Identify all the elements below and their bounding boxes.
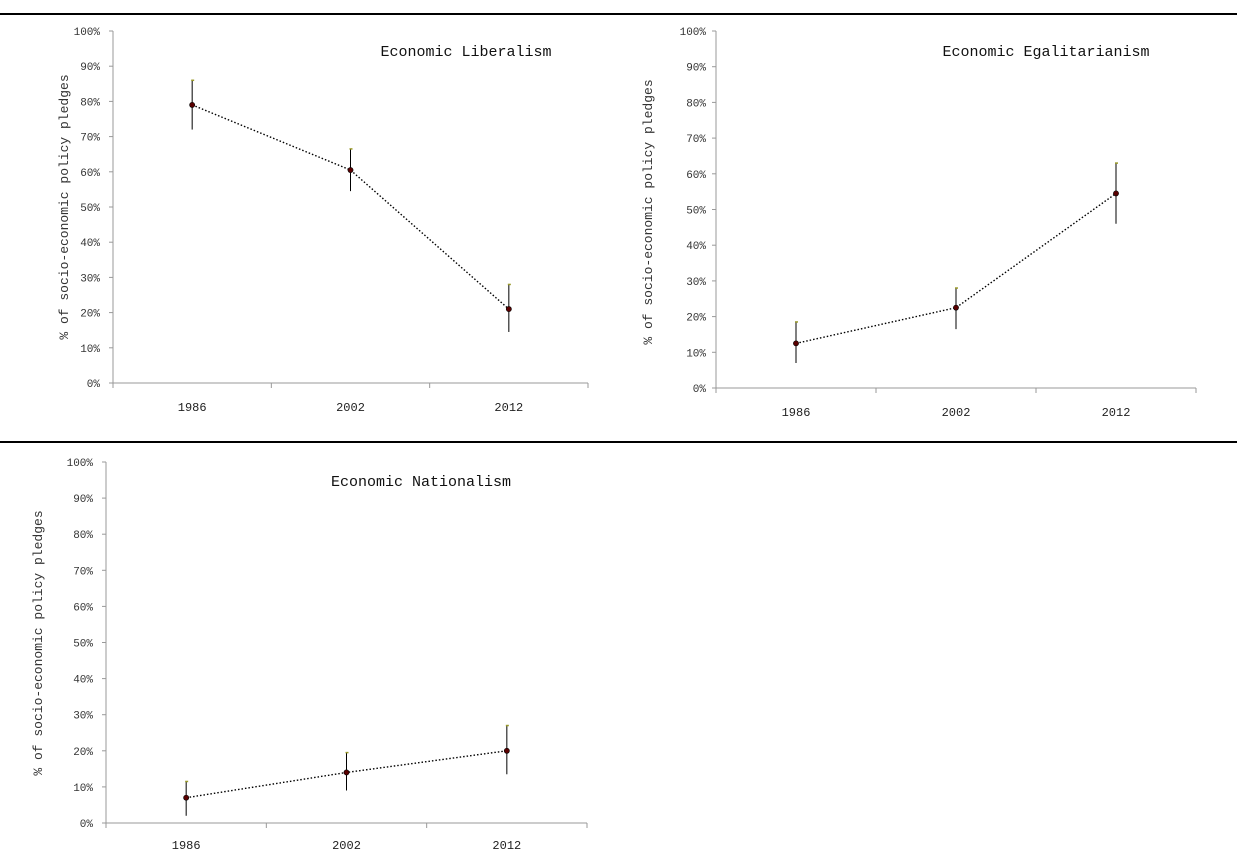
chart3-x-tick-label: 2012 [492, 839, 521, 853]
chart3-y-tick-label: 0% [80, 819, 94, 831]
chart3-y-tick-label: 10% [73, 783, 93, 795]
chart1-y-axis-title: % of socio-economic policy pledges [57, 74, 72, 339]
chart3-y-tick-label: 70% [73, 566, 93, 578]
chart1-y-tick-label: 20% [80, 309, 100, 321]
chart1-y-tick-label: 30% [80, 273, 100, 285]
chart1-y-tick-label: 100% [74, 27, 101, 39]
chart2-series-line [795, 192, 1117, 345]
chart3-y-axis-title: % of socio-economic policy pledges [31, 510, 46, 775]
chart2-data-point [1113, 190, 1119, 197]
chart2-y-tick-label: 30% [686, 277, 706, 289]
chart3-y-tick-label: 30% [73, 711, 93, 723]
chart2-data-point [793, 340, 799, 347]
chart3-title: Economic Nationalism [331, 474, 511, 491]
chart1-y-tick-label: 70% [80, 133, 100, 145]
chart2-y-tick-label: 90% [686, 63, 706, 75]
chart2-x-tick-label: 1986 [782, 406, 811, 420]
chart2-y-tick-label: 10% [686, 348, 706, 360]
chart3-data-point [503, 747, 510, 754]
chart3-x-tick-label: 1986 [172, 839, 201, 853]
chart1-x-tick-label: 2012 [494, 401, 523, 415]
chart2-y-tick-label: 100% [680, 27, 707, 39]
middle-divider [0, 441, 1237, 443]
chart2-x-tick-label: 2002 [942, 406, 971, 420]
chart3-data-point [343, 769, 350, 776]
chart2-y-tick-label: 20% [686, 313, 706, 325]
chart2-y-tick-label: 80% [686, 98, 706, 110]
chart3-y-tick-label: 20% [73, 747, 93, 759]
chart2-y-tick-label: 40% [686, 241, 706, 253]
chart2-x-tick-label: 2012 [1102, 406, 1131, 420]
chart2-title: Economic Egalitarianism [942, 44, 1149, 61]
chart2-y-tick-label: 60% [686, 170, 706, 182]
chart1-y-tick-label: 40% [80, 238, 100, 250]
chart1-y-tick-label: 10% [80, 344, 100, 356]
chart2-y-tick-label: 70% [686, 134, 706, 146]
chart1-data-point [189, 102, 196, 108]
chart3-y-tick-label: 40% [73, 675, 93, 687]
chart1-y-tick-label: 60% [80, 168, 100, 180]
chart1-x-tick-label: 2002 [336, 401, 365, 415]
chart3-y-tick-label: 50% [73, 639, 93, 651]
chart3-x-tick-label: 2002 [332, 839, 361, 853]
chart1-series-line [191, 104, 510, 310]
chart3-y-tick-label: 90% [73, 494, 93, 506]
chart2-y-tick-label: 50% [686, 206, 706, 218]
chart2-y-tick-label: 0% [693, 384, 707, 396]
chart3-y-tick-label: 100% [67, 458, 94, 470]
top-divider [0, 13, 1237, 15]
chart1-x-tick-label: 1986 [178, 401, 207, 415]
chart1-y-tick-label: 80% [80, 97, 100, 109]
chart1-title: Economic Liberalism [380, 44, 551, 61]
chart1-data-point [347, 167, 354, 173]
chart2-y-axis-title: % of socio-economic policy pledges [641, 79, 656, 344]
chart3-data-point [183, 794, 190, 801]
chart1-y-tick-label: 90% [80, 62, 100, 74]
chart3-y-tick-label: 80% [73, 530, 93, 542]
chart1-y-tick-label: 50% [80, 203, 100, 215]
chart1-data-point [505, 306, 512, 312]
chart2-data-point [953, 304, 959, 311]
chart1-y-tick-label: 0% [87, 379, 101, 391]
chart3-y-tick-label: 60% [73, 602, 93, 614]
